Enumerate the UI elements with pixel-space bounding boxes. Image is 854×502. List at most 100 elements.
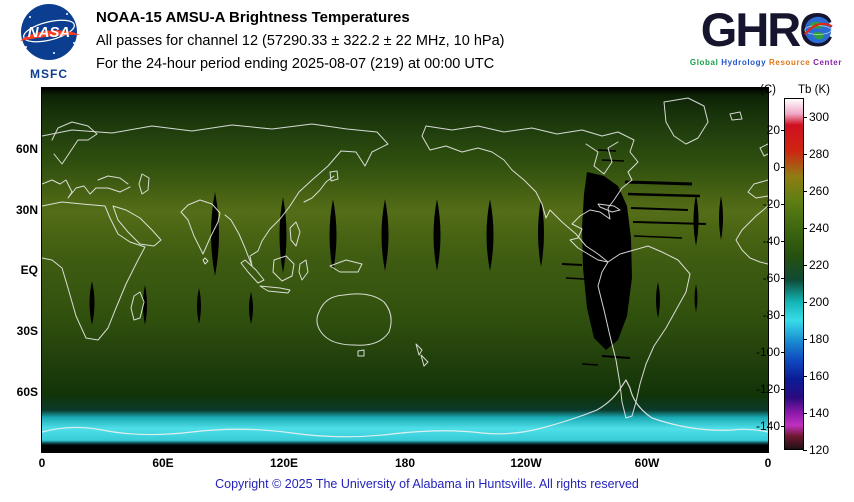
globe-icon	[804, 16, 833, 44]
coastline-arabia	[112, 205, 162, 247]
lon-label: 0	[764, 456, 772, 470]
lon-label: 120E	[269, 456, 299, 470]
celsius-tick: -80	[744, 308, 785, 322]
ghrc-red-swoosh	[804, 22, 833, 36]
coastline-arctic-russia	[42, 123, 378, 137]
celsius-tick: -120	[744, 382, 785, 396]
celsius-tick: -100	[744, 345, 785, 359]
data-gap	[433, 199, 441, 271]
missing-scanline	[627, 192, 701, 198]
kelvin-tick: 160	[803, 369, 849, 383]
kelvin-tick: 140	[803, 406, 849, 420]
data-gap	[211, 192, 219, 276]
missing-scanline	[581, 363, 599, 366]
celsius-tick: -40	[744, 234, 785, 248]
coastline-sumatra	[240, 259, 265, 284]
coastlines	[42, 97, 768, 438]
coastline-iberia-edge	[747, 179, 768, 199]
missing-scanline	[624, 180, 693, 186]
coastline-north-america	[421, 125, 639, 263]
nasa-logo-block: NASA MSFC	[12, 3, 86, 81]
coastline-africa	[42, 201, 146, 341]
colorbar-celsius-unit: (C)	[760, 84, 776, 96]
kelvin-tick: 300	[803, 110, 849, 124]
ghrc-logo-block: GHRC Global Hydrology Resource Center	[684, 2, 848, 67]
missing-scanline	[565, 277, 585, 280]
brightness-temperature-field	[42, 88, 768, 452]
data-gap	[694, 284, 698, 312]
missing-scanline	[597, 149, 617, 152]
nasa-wordmark: NASA	[28, 24, 71, 41]
coastline-scandinavia	[51, 121, 98, 165]
kelvin-tick: 180	[803, 332, 849, 346]
missing-scanlines	[561, 149, 707, 366]
missing-scanline	[601, 159, 625, 162]
tagline-word: Resource	[769, 58, 811, 67]
coastline-hokkaido	[329, 170, 339, 182]
lon-label: 180	[394, 456, 416, 470]
data-gap	[249, 292, 253, 324]
coastline-black-sea	[97, 175, 129, 185]
data-gap	[89, 281, 95, 325]
coastline-srilanka	[202, 257, 209, 265]
data-gap	[329, 199, 337, 271]
star-dot	[66, 13, 68, 15]
nasa-logo-icon: NASA	[20, 4, 80, 60]
kelvin-tick: 240	[803, 221, 849, 235]
coastline-india	[180, 199, 221, 255]
celsius-tick: 20	[744, 123, 785, 137]
coastline-philippines	[289, 221, 301, 247]
coastline-iceland	[729, 111, 743, 121]
missing-scanline	[630, 207, 689, 211]
colorbar	[784, 98, 804, 450]
kelvin-tick: 260	[803, 184, 849, 198]
coastline-south-america	[597, 245, 691, 419]
coastline-caspian	[138, 173, 150, 195]
ghrc-wordmark: GHRC	[684, 2, 848, 58]
nasa-red-swoosh	[20, 30, 80, 41]
data-gap	[693, 194, 699, 246]
data-gap	[197, 288, 201, 324]
period-subtitle: For the 24-hour period ending 2025-08-07…	[96, 56, 495, 72]
coastline-madagascar	[130, 291, 145, 321]
star-dot	[73, 42, 75, 44]
coastline-west-africa-edge	[735, 205, 768, 265]
lat-label: EQ	[20, 263, 38, 277]
data-gap	[381, 199, 389, 271]
star-dot	[25, 46, 27, 48]
kelvin-tick: 200	[803, 295, 849, 309]
coastline-antarctica	[42, 379, 768, 438]
lat-label: 30N	[15, 203, 38, 217]
data-gap	[656, 282, 660, 318]
lat-label: 60S	[16, 385, 38, 399]
missing-scanline	[632, 221, 707, 225]
celsius-tick: 0	[744, 160, 785, 174]
data-gap	[719, 196, 723, 240]
tagline-word: Global	[689, 58, 719, 67]
data-gap	[143, 285, 147, 325]
data-gap	[486, 199, 494, 271]
coastline-greenland	[663, 97, 709, 145]
orbit-ellipse	[23, 19, 75, 43]
coastline-mediterranean	[42, 179, 131, 199]
coastline-java	[259, 285, 291, 294]
coastline-hudson-bay	[585, 141, 619, 175]
lon-label: 60E	[152, 456, 174, 470]
kelvin-tick: 220	[803, 258, 849, 272]
celsius-tick: -140	[744, 419, 785, 433]
tagline-word: Hydrology	[721, 58, 767, 67]
coastline-britain-edge	[759, 143, 768, 157]
msfc-label: MSFC	[30, 67, 68, 81]
coastline-east-asia	[224, 131, 389, 267]
coastline-borneo	[272, 255, 295, 282]
page-title: NOAA-15 AMSU-A Brightness Temperatures	[96, 9, 410, 26]
ghrc-letter-c-wrap: C	[799, 2, 833, 58]
missing-scanline	[601, 355, 631, 359]
star-dot	[53, 52, 55, 54]
lat-label: 30S	[16, 324, 38, 338]
title-block: NOAA-15 AMSU-A Brightness Temperatures A…	[96, 9, 504, 79]
coastline-tasmania	[357, 349, 365, 357]
colorbar-kelvin-unit: Tb (K)	[798, 84, 830, 96]
channel-subtitle: All passes for channel 12 (57290.33 ± 32…	[96, 33, 505, 49]
lat-label: 60N	[15, 142, 38, 156]
